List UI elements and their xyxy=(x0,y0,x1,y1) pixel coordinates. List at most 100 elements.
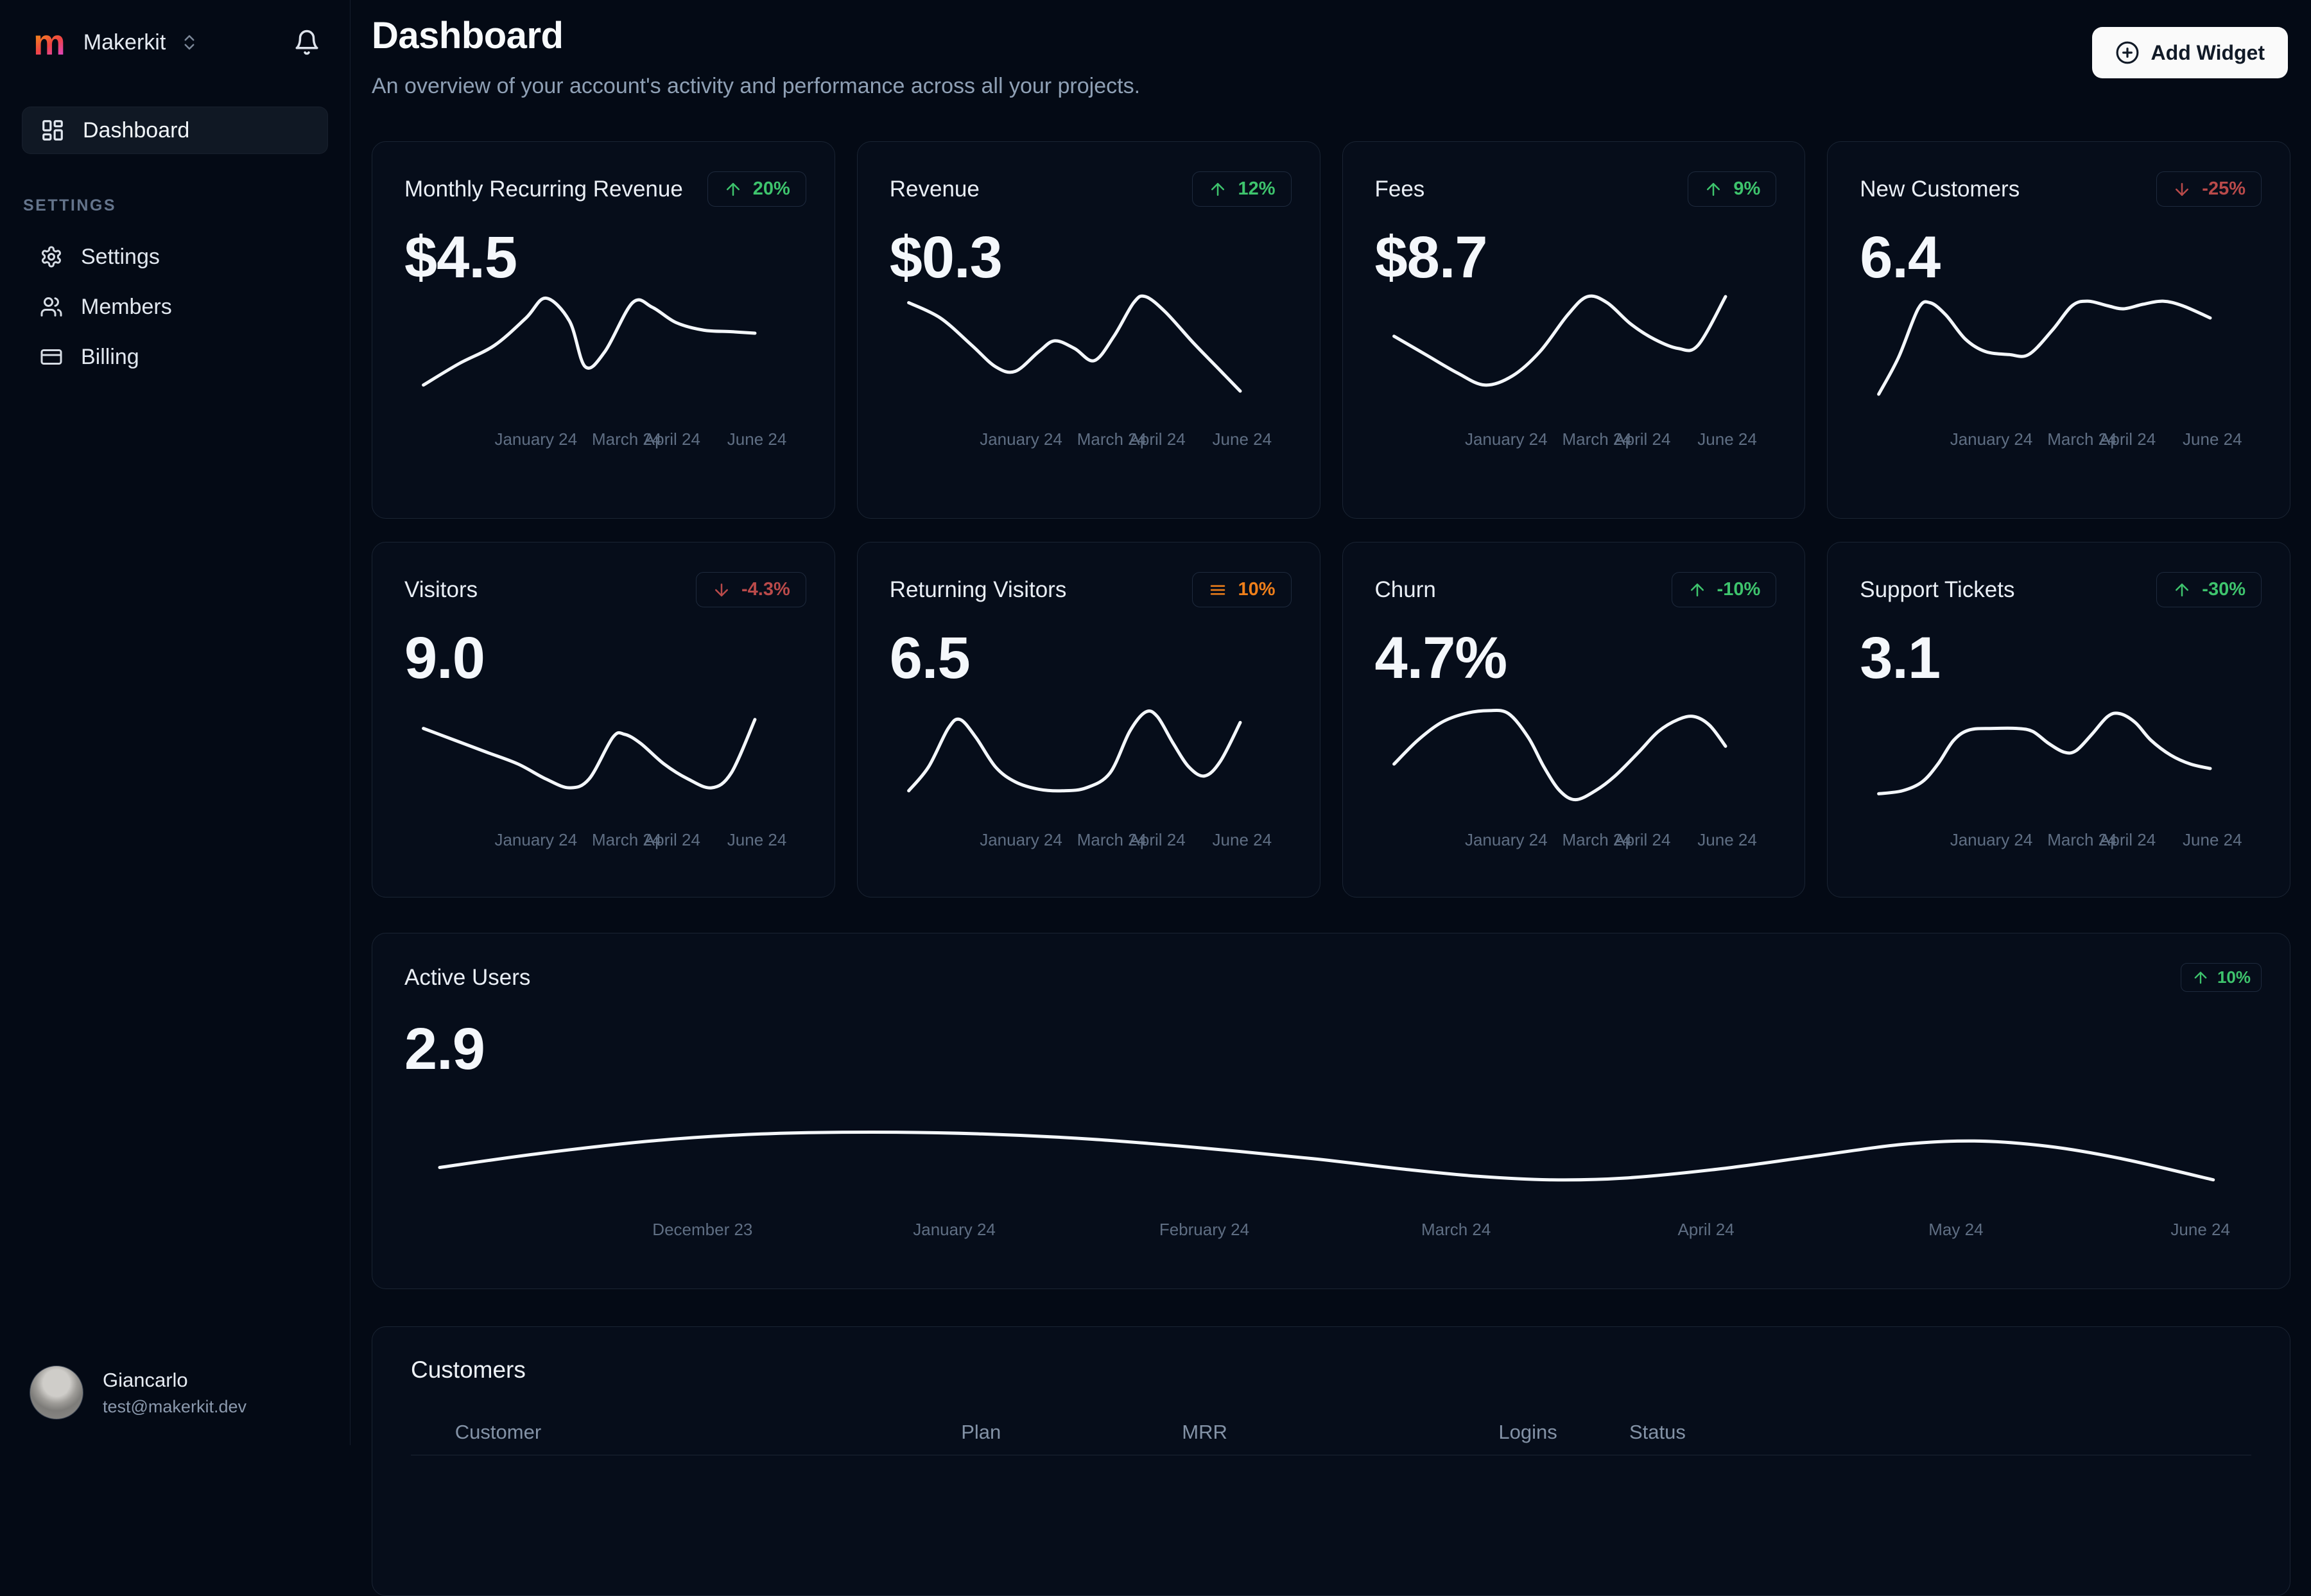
trend-badge: -30% xyxy=(2156,572,2262,607)
user-email: test@makerkit.dev xyxy=(103,1396,247,1416)
axis-label: April 24 xyxy=(1129,830,1186,849)
main-content: Dashboard An overview of your account's … xyxy=(351,0,2311,1596)
sidebar-item-settings[interactable]: Settings xyxy=(23,232,327,282)
axis-label: March 24 xyxy=(1421,1220,1491,1239)
card-title: Revenue xyxy=(889,176,980,202)
axis-label: January 24 xyxy=(1950,429,2033,449)
card-title: Returning Visitors xyxy=(889,577,1067,602)
axis-label: March 24 xyxy=(1077,830,1147,849)
layout-dashboard-icon xyxy=(40,118,65,143)
axis-label: April 24 xyxy=(1614,429,1671,449)
axis-label: March 24 xyxy=(591,429,662,449)
x-axis-labels: January 24 March 24 April 24 June 24 xyxy=(893,429,1288,451)
sparkline-path xyxy=(424,720,755,788)
sparkline-chart xyxy=(893,702,1288,820)
table-column-header: Logins xyxy=(1498,1421,1557,1443)
sparkline-chart xyxy=(893,284,1288,406)
x-axis-labels: January 24 March 24 April 24 June 24 xyxy=(1863,429,2258,451)
axis-label: January 24 xyxy=(1950,830,2033,849)
add-widget-button[interactable]: Add Widget xyxy=(2091,27,2288,78)
card-value: 6.5 xyxy=(889,625,971,691)
arrow-up-icon xyxy=(726,182,740,196)
axis-label: April 24 xyxy=(643,429,700,449)
axis-label: June 24 xyxy=(2170,1220,2230,1239)
sparkline-chart xyxy=(1378,284,1773,406)
table-header-row: Customer Plan MRR Logins Status xyxy=(411,1410,2251,1455)
stat-card-churn: Churn -10% 4.7% January 24 March 24 April … xyxy=(1342,542,1806,898)
arrow-up-icon xyxy=(1211,182,1225,196)
card-value: 3.1 xyxy=(1860,625,1941,691)
sparkline-chart xyxy=(412,1086,2250,1192)
axis-label: March 24 xyxy=(1562,830,1632,849)
trend-badge: -4.3% xyxy=(695,572,806,607)
add-widget-label: Add Widget xyxy=(2151,40,2265,64)
stat-card-revenue: Revenue 12% $0.3 January 24 March 24 April… xyxy=(856,141,1320,519)
axis-label: June 24 xyxy=(2183,830,2242,849)
sidebar-item-members[interactable]: Members xyxy=(23,282,327,332)
axis-label: April 24 xyxy=(2099,429,2156,449)
trend-value: 9% xyxy=(1733,178,1761,199)
page-title: Dashboard xyxy=(372,15,564,56)
trend-badge: -25% xyxy=(2156,171,2262,207)
card-title: New Customers xyxy=(1860,176,2020,202)
arrow-up-icon xyxy=(1707,182,1720,196)
sidebar-item-label: Billing xyxy=(81,344,139,369)
sidebar-item-dashboard[interactable]: Dashboard xyxy=(22,107,328,154)
card-value: 4.7% xyxy=(1374,625,1508,691)
stat-card-mrr: Monthly Recurring Revenue 20% $4.5 Janua… xyxy=(372,141,835,519)
card-value: $8.7 xyxy=(1374,225,1488,290)
arrow-down-icon xyxy=(2176,182,2189,196)
plus-circle-icon xyxy=(2115,40,2140,65)
trend-value: 12% xyxy=(1238,178,1276,199)
axis-label: June 24 xyxy=(2183,429,2242,449)
trend-value: 10% xyxy=(1238,579,1276,600)
sparkline-path xyxy=(908,296,1240,391)
sparkline-chart xyxy=(1863,702,2258,820)
axis-label: March 24 xyxy=(1077,429,1147,449)
trend-value: -25% xyxy=(2202,178,2246,199)
axis-label: January 24 xyxy=(1464,429,1548,449)
axis-label: March 24 xyxy=(2047,830,2117,849)
sidebar-item-billing[interactable]: Billing xyxy=(23,332,327,382)
sparkline-path xyxy=(1879,713,2210,794)
sidebar-section-settings: SETTINGS xyxy=(23,196,117,214)
trend-value: 10% xyxy=(2217,967,2251,987)
axis-label: April 24 xyxy=(2099,830,2156,849)
axis-label: January 24 xyxy=(1464,830,1548,849)
card-title: Active Users xyxy=(404,964,531,990)
trend-value: -10% xyxy=(1717,579,1761,600)
stat-card-visitors: Visitors -4.3% 9.0 January 24 March 24 Apr… xyxy=(372,542,835,898)
table-column-header: Plan xyxy=(961,1421,1001,1443)
sparkline-chart xyxy=(1378,702,1773,820)
users-icon xyxy=(40,295,63,318)
axis-label: April 24 xyxy=(643,830,700,849)
trend-badge: -10% xyxy=(1671,572,1777,607)
arrow-up-icon xyxy=(2176,583,2189,596)
sidebar-item-label: Members xyxy=(81,294,172,319)
workspace-switcher[interactable]: m Makerkit xyxy=(0,0,350,60)
axis-label: June 24 xyxy=(1212,429,1272,449)
notifications-bell-icon[interactable] xyxy=(293,29,320,56)
trend-badge: 10% xyxy=(1192,572,1292,607)
trend-badge: 10% xyxy=(2180,963,2262,992)
card-title: Visitors xyxy=(404,577,478,602)
trend-badge: 9% xyxy=(1688,171,1777,207)
axis-label: June 24 xyxy=(727,830,787,849)
sparkline-path xyxy=(908,711,1240,790)
axis-label: June 24 xyxy=(1212,830,1272,849)
x-axis-labels: January 24 March 24 April 24 June 24 xyxy=(1378,429,1773,451)
makerkit-logo-icon: m xyxy=(33,22,65,62)
three-lines-icon xyxy=(1211,585,1225,594)
sparkline-chart xyxy=(408,284,802,406)
trend-value: -30% xyxy=(2202,579,2246,600)
sidebar-item-label: Dashboard xyxy=(83,117,190,143)
table-column-header: Status xyxy=(1629,1421,1686,1443)
stat-card-new-customers: New Customers -25% 6.4 January 24 March 2… xyxy=(1827,141,2290,519)
arrow-up-icon xyxy=(2194,971,2207,984)
user-profile[interactable]: Giancarlo test@makerkit.dev xyxy=(30,1366,247,1419)
x-axis-labels: January 24 March 24 April 24 June 24 xyxy=(1863,830,2258,852)
card-value: 2.9 xyxy=(404,1016,485,1082)
axis-label: January 24 xyxy=(980,429,1062,449)
axis-label: June 24 xyxy=(1697,429,1757,449)
stats-grid: Monthly Recurring Revenue 20% $4.5 Janua… xyxy=(372,141,2290,898)
